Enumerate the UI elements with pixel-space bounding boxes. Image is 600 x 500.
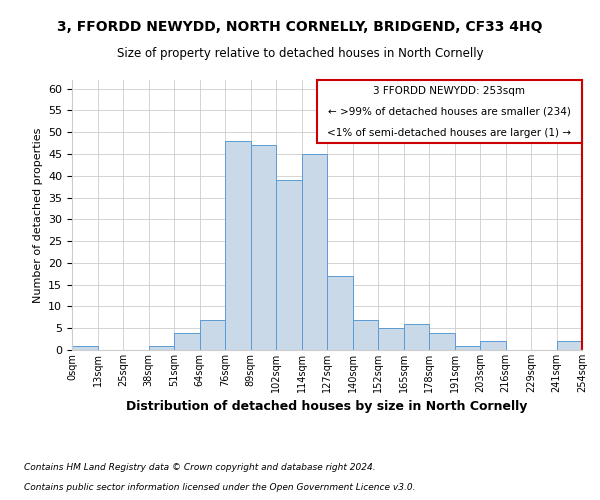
- Text: Contains HM Land Registry data © Crown copyright and database right 2024.: Contains HM Land Registry data © Crown c…: [24, 464, 376, 472]
- Bar: [404, 324, 429, 350]
- Bar: [353, 320, 378, 350]
- X-axis label: Distribution of detached houses by size in North Cornelly: Distribution of detached houses by size …: [127, 400, 527, 413]
- Bar: [225, 141, 251, 350]
- Text: ← >99% of detached houses are smaller (234): ← >99% of detached houses are smaller (2…: [328, 106, 571, 117]
- Bar: [378, 328, 404, 350]
- Text: Size of property relative to detached houses in North Cornelly: Size of property relative to detached ho…: [116, 48, 484, 60]
- Bar: [251, 146, 276, 350]
- Bar: [149, 346, 174, 350]
- Y-axis label: Number of detached properties: Number of detached properties: [32, 128, 43, 302]
- Bar: [302, 154, 327, 350]
- Bar: [557, 342, 582, 350]
- Bar: [455, 346, 480, 350]
- Bar: [199, 320, 225, 350]
- Bar: [480, 342, 505, 350]
- Text: <1% of semi-detached houses are larger (1) →: <1% of semi-detached houses are larger (…: [328, 128, 571, 138]
- Text: Contains public sector information licensed under the Open Government Licence v3: Contains public sector information licen…: [24, 484, 415, 492]
- Bar: [72, 346, 97, 350]
- Text: 3 FFORDD NEWYDD: 253sqm: 3 FFORDD NEWYDD: 253sqm: [373, 86, 526, 96]
- Bar: [429, 332, 455, 350]
- Text: 3, FFORDD NEWYDD, NORTH CORNELLY, BRIDGEND, CF33 4HQ: 3, FFORDD NEWYDD, NORTH CORNELLY, BRIDGE…: [57, 20, 543, 34]
- Bar: [174, 332, 199, 350]
- FancyBboxPatch shape: [317, 80, 582, 143]
- Bar: [327, 276, 353, 350]
- Bar: [276, 180, 302, 350]
